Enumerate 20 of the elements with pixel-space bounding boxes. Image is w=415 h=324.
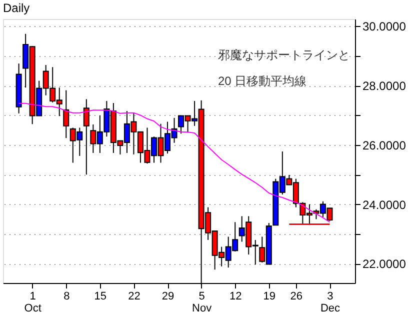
x-tick-label: 12 bbox=[229, 290, 242, 302]
candlestick bbox=[83, 98, 90, 176]
annotation: 邪魔なサポートラインと bbox=[218, 48, 350, 62]
x-tick-label: 15 bbox=[94, 290, 107, 302]
x-tick-label: 8 bbox=[64, 290, 70, 302]
y-tick-label: 28.0000 bbox=[362, 79, 406, 94]
annotation: 20 日移動平均線 bbox=[218, 74, 307, 88]
x-tick-label: 29 bbox=[162, 290, 174, 302]
y-tick-label: 24.0000 bbox=[362, 198, 406, 212]
x-tick-label: 3 Dec bbox=[320, 290, 341, 314]
x-tick-label: 19 bbox=[263, 290, 276, 302]
x-tick-label: 1 Oct bbox=[24, 290, 42, 314]
x-tick-label: 5 Nov bbox=[192, 290, 212, 314]
chart-title: Daily bbox=[3, 1, 30, 15]
x-tick-label: 22 bbox=[128, 290, 140, 302]
y-tick-label: 30.0000 bbox=[362, 20, 406, 34]
y-tick-label: 26.0000 bbox=[362, 138, 406, 152]
x-tick-label: 26 bbox=[290, 290, 303, 302]
y-tick-label: 22.0000 bbox=[362, 257, 406, 272]
candlestick bbox=[63, 90, 70, 139]
